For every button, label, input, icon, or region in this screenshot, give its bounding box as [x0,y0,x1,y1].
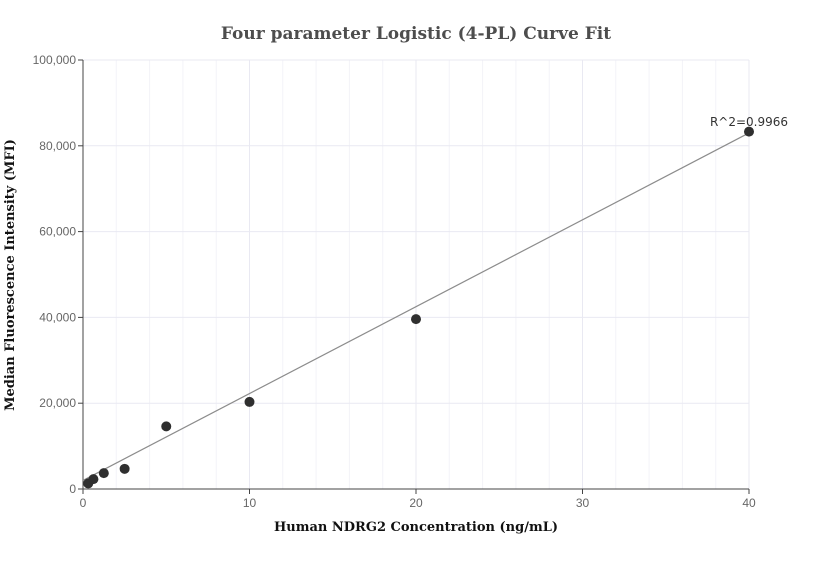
fit-line [82,132,750,481]
x-tick-label: 40 [742,496,756,510]
data-point [744,126,754,137]
x-tick-label: 0 [80,496,87,510]
y-tick-label: 100,000 [33,53,77,67]
data-point [244,396,255,407]
grid-lines [83,59,750,489]
r-squared-annotation: R^2=0.9966 [710,115,788,129]
chart-title: Four parameter Logistic (4-PL) Curve Fit [221,24,611,44]
data-point [119,463,130,474]
data-points [83,126,754,489]
data-point [161,421,172,432]
x-axis-title: Human NDRG2 Concentration (ng/mL) [274,520,558,535]
y-tick-label: 80,000 [39,139,76,153]
x-tick-label: 10 [243,496,257,510]
axes: 0 20,000 40,000 60,000 80,000 100,000 0 10 20 30 4… [33,53,756,510]
y-tick-label: 60,000 [39,225,76,239]
y-tick-label: 40,000 [39,310,76,324]
y-tick-label: 20,000 [39,396,76,410]
fit-curve [82,132,750,481]
y-axis-title: Median Fluorescence Intensity (MFI) [3,139,18,411]
x-tick-label: 20 [409,496,423,510]
data-point [88,474,99,485]
data-point [98,468,109,479]
y-tick-label: 0 [69,482,76,496]
data-point [411,314,421,325]
x-tick-label: 30 [576,496,590,510]
